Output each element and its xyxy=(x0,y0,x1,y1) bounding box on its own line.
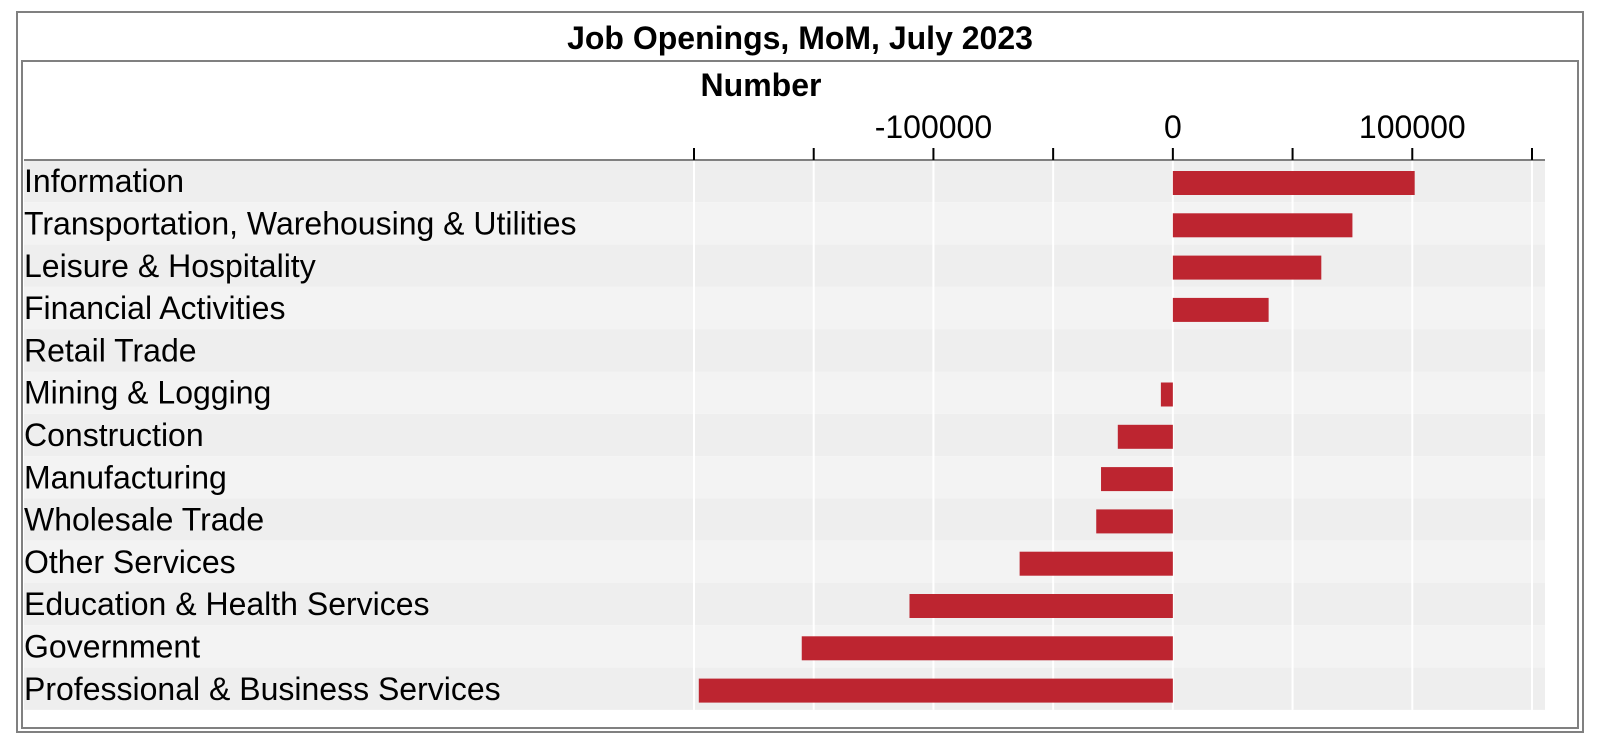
row-band xyxy=(24,413,1545,457)
row-bands xyxy=(24,160,1545,710)
x-axis: -100000 0 100000 xyxy=(24,109,1545,161)
bar xyxy=(1101,467,1173,492)
category-label: Government xyxy=(24,628,200,664)
row-band xyxy=(24,540,1545,583)
category-label: Information xyxy=(24,163,184,199)
category-label: Other Services xyxy=(24,544,236,580)
bar xyxy=(1117,424,1173,449)
row-band xyxy=(24,329,1545,372)
category-label: Wholesale Trade xyxy=(24,502,264,538)
category-label: Transportation, Warehousing & Utilities xyxy=(24,205,577,241)
plot-frame xyxy=(21,60,1579,729)
bars xyxy=(698,171,1415,703)
bar xyxy=(1019,551,1173,576)
row-band xyxy=(24,625,1545,668)
category-label: Manufacturing xyxy=(24,459,227,495)
row-band xyxy=(24,456,1545,499)
bar xyxy=(698,678,1173,703)
category-label: Professional & Business Services xyxy=(24,671,501,707)
category-label: Education & Health Services xyxy=(24,586,430,622)
category-label: Construction xyxy=(24,417,204,453)
bar xyxy=(801,636,1173,661)
x-tick-label: 0 xyxy=(1164,109,1182,145)
row-band xyxy=(24,583,1545,626)
chart-title: Job Openings, MoM, July 2023 xyxy=(567,20,1033,56)
row-band xyxy=(24,498,1545,541)
bar xyxy=(1160,382,1173,407)
bar xyxy=(1172,255,1322,280)
row-band xyxy=(24,371,1545,414)
category-label: Mining & Logging xyxy=(24,375,271,411)
bar xyxy=(909,594,1173,618)
category-label: Retail Trade xyxy=(24,332,197,368)
x-tick-label: 100000 xyxy=(1359,109,1466,145)
bar xyxy=(1096,509,1173,534)
bar xyxy=(1172,297,1269,322)
bar xyxy=(1172,171,1415,195)
row-band xyxy=(24,286,1545,330)
category-label: Leisure & Hospitality xyxy=(24,248,316,284)
bar xyxy=(1172,213,1353,238)
x-axis-title: Number xyxy=(701,67,822,103)
category-label: Financial Activities xyxy=(24,290,285,326)
x-tick-label: -100000 xyxy=(875,109,992,145)
category-labels: Information Transportation, Warehousing &… xyxy=(24,163,577,707)
